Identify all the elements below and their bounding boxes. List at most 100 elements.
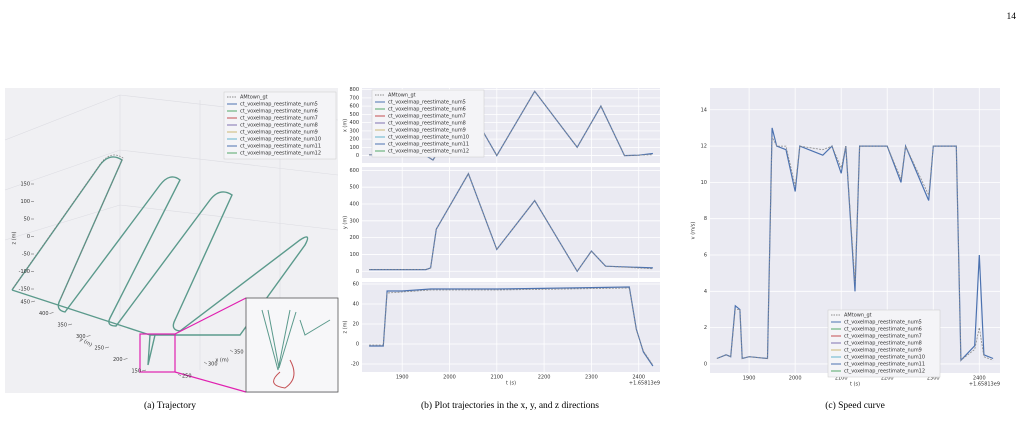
legend-label: ct_voxelmap_reestimate_num10 [388, 135, 469, 141]
y-tick-label: 4 [704, 289, 707, 295]
legend-label: ct_voxelmap_reestimate_num11 [388, 142, 469, 148]
legend-label: ct_voxelmap_reestimate_num6 [388, 107, 466, 113]
y-tick [49, 312, 54, 314]
legend-label: ct_voxelmap_reestimate_num6 [240, 109, 318, 115]
z-tick-label: -100 [19, 269, 30, 275]
y-axis-label: z (m) [343, 320, 349, 333]
x-axis-label: t (s) [506, 381, 516, 387]
z-tick-label: 100 [20, 199, 30, 205]
trajectory-3d-gt [12, 154, 124, 299]
legend-label: ct_voxelmap_reestimate_num9 [240, 130, 318, 136]
zoom-box [139, 333, 176, 373]
x-tick-label: 2000 [789, 376, 802, 382]
y-tick-label: 200 [113, 357, 123, 363]
y-tick-label: 0 [356, 342, 359, 348]
z-tick-label: 0 [27, 234, 30, 240]
y-axis-label: y (m) [343, 216, 349, 229]
caption: (c) Speed curve [825, 400, 885, 411]
y-tick-label: 100 [349, 252, 359, 258]
legend-label: ct_voxelmap_reestimate_num12 [844, 369, 925, 375]
legend-label: ct_voxelmap_reestimate_num12 [240, 151, 321, 157]
x-tick-label: 2400 [632, 375, 645, 381]
legend-label: ct_voxelmap_reestimate_num10 [240, 137, 321, 143]
y-tick [104, 346, 110, 349]
y-tick-label: 200 [349, 137, 359, 143]
y-tick [30, 300, 36, 303]
legend-label: ct_voxelmap_reestimate_num9 [844, 348, 922, 354]
zoom-inset-trajectory [261, 309, 331, 389]
y-tick-label: 100 [349, 145, 359, 151]
y-axis-label: y (m) [78, 337, 93, 349]
x-tick [177, 373, 182, 377]
y-tick-label: 2 [704, 325, 707, 331]
y-tick-label: 10 [701, 180, 707, 186]
y-tick-label: 400 [39, 311, 49, 317]
y-tick [86, 335, 91, 337]
x-offset-label: +1.65813e9 [629, 381, 660, 387]
y-tick-label: 300 [349, 218, 359, 224]
y-tick-label: 500 [349, 185, 359, 191]
y-tick [123, 358, 128, 360]
legend-label: ct_voxelmap_reestimate_num7 [844, 334, 922, 340]
caption: (a) Trajectory [144, 400, 196, 411]
legend-label: ct_voxelmap_reestimate_num7 [240, 116, 318, 122]
y-tick-label: 300 [76, 334, 86, 340]
y-tick-label: 250 [94, 346, 104, 352]
y-tick-label: 400 [349, 202, 359, 208]
y-tick-label: 0 [356, 153, 359, 159]
legend-label: ct_voxelmap_reestimate_num6 [844, 327, 922, 333]
page-number: 14 [1007, 12, 1017, 22]
trajectory-3d [11, 156, 309, 366]
y-tick-label: 600 [349, 104, 359, 110]
legend-label: ct_voxelmap_reestimate_num9 [388, 128, 466, 134]
x-tick-label: 350 [234, 350, 244, 356]
x-tick-label: 2300 [927, 376, 940, 382]
plot-background [362, 167, 660, 278]
z-tick-label: 150 [20, 182, 30, 188]
x-tick-label: 2000 [443, 375, 456, 381]
legend-label: ct_voxelmap_reestimate_num8 [240, 123, 318, 129]
y-tick-label: 14 [701, 107, 707, 113]
legend-label: AMtown_gt [388, 93, 416, 99]
y-tick-label: 300 [349, 128, 359, 134]
x-tick-label: 1900 [396, 375, 409, 381]
y-tick-label: 0 [704, 361, 707, 367]
x-tick-label: 2100 [835, 376, 848, 382]
y-tick-label: 40 [353, 302, 359, 308]
y-tick-label: 700 [349, 95, 359, 101]
y-tick-label: 450 [20, 300, 30, 306]
legend-box [827, 309, 941, 378]
x-tick-label: 250 [182, 374, 192, 380]
x-tick-label: 2200 [538, 375, 551, 381]
legend-box [223, 91, 337, 160]
x-tick-label: 2200 [881, 376, 894, 382]
legend-label: ct_voxelmap_reestimate_num5 [388, 100, 466, 106]
legend-label: AMtown_gt [240, 95, 268, 101]
legend-label: ct_voxelmap_reestimate_num11 [240, 144, 321, 150]
plot-background [362, 282, 660, 372]
caption: (b) Plot trajectories in the x, y, and z… [421, 400, 599, 411]
y-tick-label: 200 [349, 235, 359, 241]
z-axis-label: z (m) [12, 231, 18, 244]
legend-label: AMtown_gt [844, 313, 872, 319]
z-tick-label: -50 [22, 252, 30, 258]
legend-label: ct_voxelmap_reestimate_num7 [388, 114, 466, 120]
zoom-connector [174, 371, 247, 393]
x-tick-label: 1900 [743, 376, 756, 382]
y-tick-label: 20 [353, 322, 359, 328]
legend-label: ct_voxelmap_reestimate_num12 [388, 149, 469, 155]
panel-3d-grid [4, 94, 339, 390]
legend-box [371, 89, 485, 158]
z-tick-label: -150 [19, 287, 30, 293]
z-tick-label: 50 [24, 217, 30, 223]
y-tick-label: 800 [349, 87, 359, 93]
y-axis-label: v (m/s) [691, 222, 697, 240]
y-tick-label: 600 [349, 168, 359, 174]
x-axis-label: x (m) [215, 358, 228, 364]
legend-label: ct_voxelmap_reestimate_num8 [388, 121, 466, 127]
legend-label: ct_voxelmap_reestimate_num11 [844, 362, 925, 368]
x-tick [203, 361, 208, 365]
x-tick-label: 300 [208, 362, 218, 368]
zoom-connector [174, 297, 247, 335]
series-line [716, 136, 994, 362]
